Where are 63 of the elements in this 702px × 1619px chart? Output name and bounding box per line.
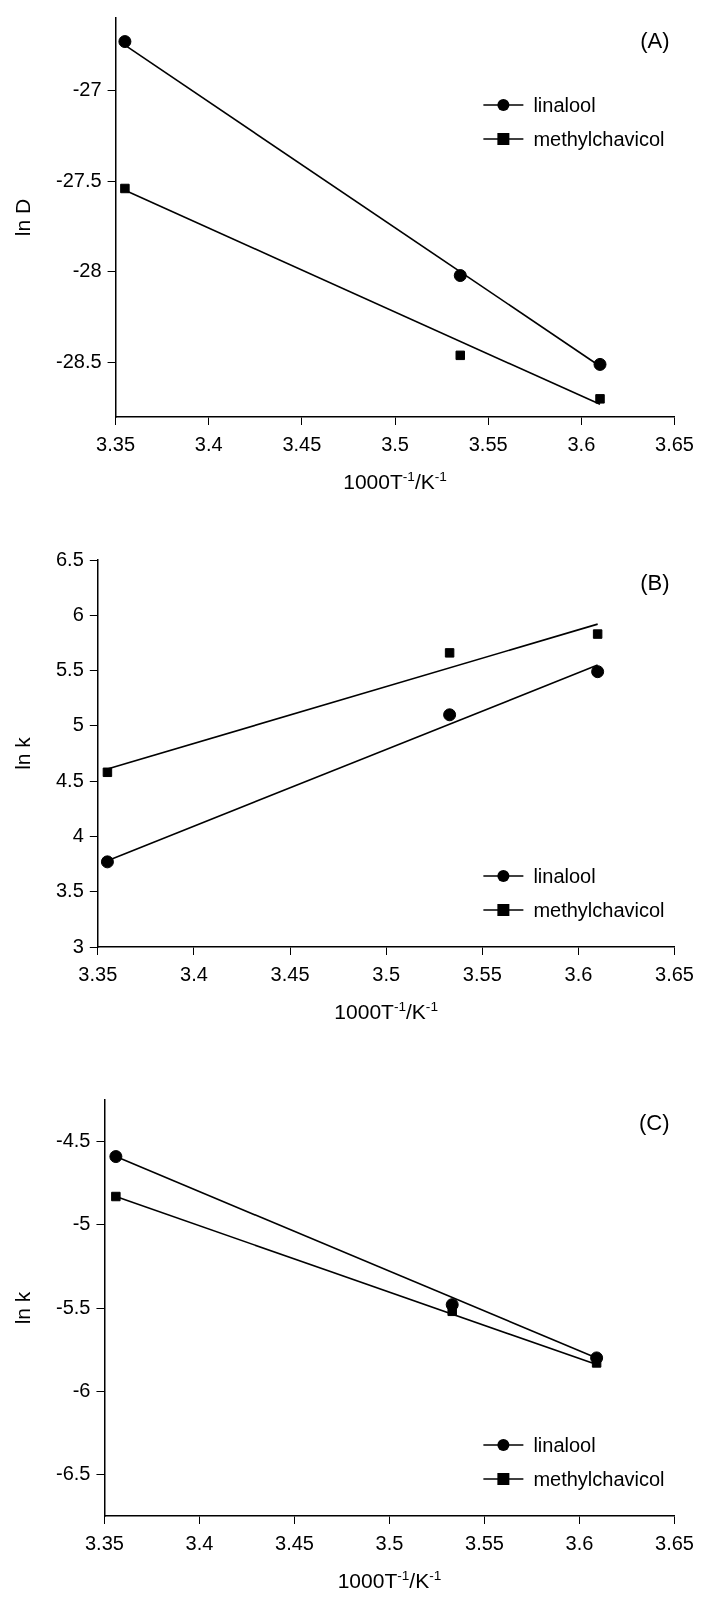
x-tick-label: 3.4	[185, 1531, 214, 1554]
y-tick-label: 6.5	[55, 547, 84, 570]
point	[111, 1191, 121, 1202]
y-tick-label: -5	[72, 1212, 91, 1235]
y-tick-label: 4	[72, 823, 84, 846]
x-tick-label: 3.65	[655, 1531, 695, 1554]
x-tick-label: 3.35	[84, 1531, 124, 1554]
legend-label: methylchavicol	[533, 1467, 665, 1490]
legend-label: methylchavicol	[533, 127, 665, 150]
x-tick-label: 3.55	[465, 1531, 504, 1554]
y-tick-label: 4.5	[55, 768, 84, 791]
y-tick-label: -27.5	[55, 168, 102, 191]
x-tick-label: 3.6	[567, 432, 596, 455]
x-tick-label: 3.5	[375, 1531, 404, 1554]
x-tick-label: 3.6	[565, 1531, 594, 1554]
legend-label: linalool	[533, 93, 596, 116]
y-tick-label: 6	[72, 602, 84, 625]
y-tick-label: 5.5	[55, 658, 84, 681]
x-tick-label: 3.55	[462, 962, 502, 985]
point	[593, 357, 607, 371]
x-tick-label: 3.65	[655, 432, 695, 455]
x-tick-label: 3.35	[96, 432, 136, 455]
y-tick-label: 3	[72, 934, 84, 957]
y-tick-label: 3.5	[55, 879, 84, 902]
legend-label: methylchavicol	[533, 898, 665, 921]
point	[595, 394, 605, 404]
x-tick-label: 3.4	[180, 962, 208, 985]
y-tick-label: -6.5	[55, 1461, 91, 1484]
point	[591, 665, 605, 679]
x-tick-label: 3.45	[270, 962, 310, 985]
point	[592, 629, 603, 639]
legend-label: linalool	[533, 864, 596, 887]
text: (C)	[639, 1110, 670, 1135]
x-tick-label: 3.4	[194, 432, 223, 455]
x-tick-label: 3.45	[282, 432, 322, 455]
x-tick-label: 3.5	[372, 962, 401, 985]
legend-label: linalool	[533, 1433, 596, 1456]
x-tick-label: 3.5	[381, 432, 409, 455]
y-tick-label: -27	[72, 78, 102, 101]
x-tick-label: 3.6	[564, 962, 593, 985]
y-tick-label: -28.5	[55, 350, 102, 373]
point	[109, 1150, 123, 1164]
x-tick-label: 3.65	[655, 962, 695, 985]
point	[443, 708, 457, 722]
text: (A)	[640, 28, 670, 53]
text: (B)	[640, 570, 670, 595]
y-axis-title: ln D	[11, 198, 34, 237]
y-tick-label: 5	[72, 713, 84, 736]
point	[102, 767, 113, 778]
point	[120, 183, 130, 194]
y-axis-title: ln k	[11, 1291, 34, 1325]
y-axis-title: ln k	[11, 736, 34, 770]
y-tick-label: -28	[72, 259, 102, 282]
x-tick-label: 3.35	[78, 962, 118, 985]
point	[100, 855, 114, 869]
y-tick-label: -4.5	[55, 1129, 91, 1152]
x-tick-label: 3.55	[468, 432, 508, 455]
point	[118, 35, 132, 49]
x-tick-label: 3.45	[275, 1531, 314, 1554]
y-tick-label: -6	[72, 1378, 91, 1401]
point	[455, 350, 466, 361]
point	[444, 648, 455, 658]
y-tick-label: -5.5	[55, 1295, 91, 1318]
